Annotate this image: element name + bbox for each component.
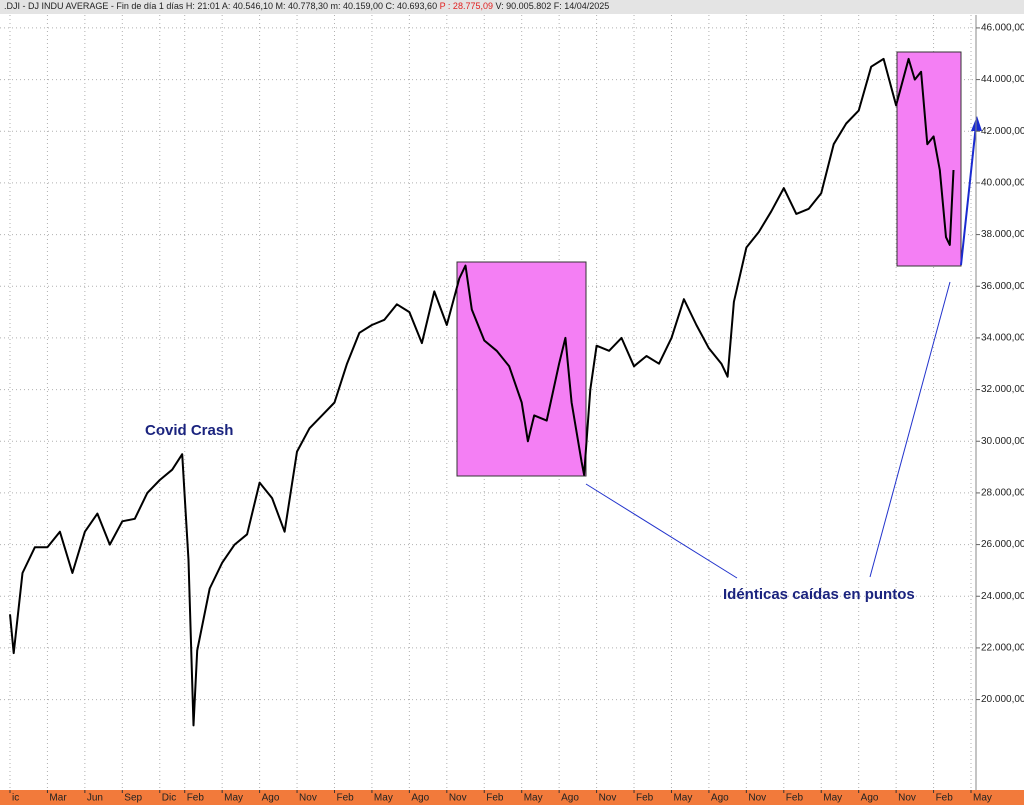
x-tick-label: Ago — [861, 793, 879, 804]
annotation: Idénticas caídas en puntos — [723, 586, 915, 603]
x-tick-label: Nov — [898, 793, 916, 804]
y-tick-label: 46.000,00 — [981, 23, 1024, 34]
header-text: P : 28.775,09 — [440, 1, 493, 11]
highlight-box — [896, 51, 962, 267]
y-tick-label: 26.000,00 — [981, 539, 1024, 550]
x-tick-label: Ago — [711, 793, 729, 804]
axes: 20.000,00 22.000,00 24.000,00 26.000,00 28.0… — [9, 23, 1024, 804]
x-tick-label: May — [973, 793, 992, 804]
y-tick-label: 44.000,00 — [981, 74, 1024, 85]
header-text: V: 90.005.802 F: 14/04/2025 — [496, 1, 610, 11]
x-tick-label: Jun — [87, 793, 103, 804]
x-tick-label: Mar — [49, 793, 67, 804]
x-tick-label: Feb — [486, 793, 504, 804]
x-tick-label: Ago — [411, 793, 429, 804]
x-tick-label: Nov — [599, 793, 617, 804]
arrow — [960, 124, 977, 266]
y-tick-label: 38.000,00 — [981, 229, 1024, 240]
x-tick-label: Ago — [561, 793, 579, 804]
y-tick-label: 32.000,00 — [981, 384, 1024, 395]
x-tick-label: ic — [12, 793, 19, 804]
y-tick-label: 36.000,00 — [981, 281, 1024, 292]
y-tick-label: 40.000,00 — [981, 178, 1024, 189]
y-tick-label: 28.000,00 — [981, 488, 1024, 499]
x-tick-label: Dic — [162, 793, 176, 804]
x-tick-label: Feb — [187, 793, 205, 804]
y-tick-label: 22.000,00 — [981, 643, 1024, 654]
pointer-line — [869, 281, 951, 578]
x-tick-label: Feb — [786, 793, 804, 804]
highlight-box — [456, 261, 587, 477]
x-tick-label: Feb — [936, 793, 954, 804]
x-axis-bar — [0, 790, 1024, 805]
header: .DJI - DJ INDU AVERAGE - Fin de día 1 dí… — [4, 1, 609, 11]
series — [9, 57, 955, 727]
price-line — [9, 57, 955, 727]
x-tick-label: Ago — [262, 793, 280, 804]
y-tick-label: 42.000,00 — [981, 126, 1024, 137]
header-bar — [0, 0, 1024, 14]
x-tick-label: Nov — [299, 793, 317, 804]
x-tick-label: May — [224, 793, 243, 804]
header-text: .DJI - DJ INDU AVERAGE - Fin de día 1 dí… — [4, 1, 437, 11]
y-tick-label: 24.000,00 — [981, 591, 1024, 602]
y-tick-label: 30.000,00 — [981, 436, 1024, 447]
x-tick-label: May — [673, 793, 692, 804]
x-tick-label: May — [524, 793, 543, 804]
x-tick-label: Feb — [336, 793, 354, 804]
x-tick-label: Nov — [449, 793, 467, 804]
y-tick-label: 34.000,00 — [981, 333, 1024, 344]
x-tick-label: Sep — [124, 793, 142, 804]
pointer-line — [585, 483, 738, 579]
x-tick-label: Nov — [748, 793, 766, 804]
x-tick-label: Feb — [636, 793, 654, 804]
x-tick-label: May — [374, 793, 393, 804]
x-tick-label: May — [823, 793, 842, 804]
y-tick-label: 20.000,00 — [981, 694, 1024, 705]
annotation: Covid Crash — [145, 422, 233, 439]
